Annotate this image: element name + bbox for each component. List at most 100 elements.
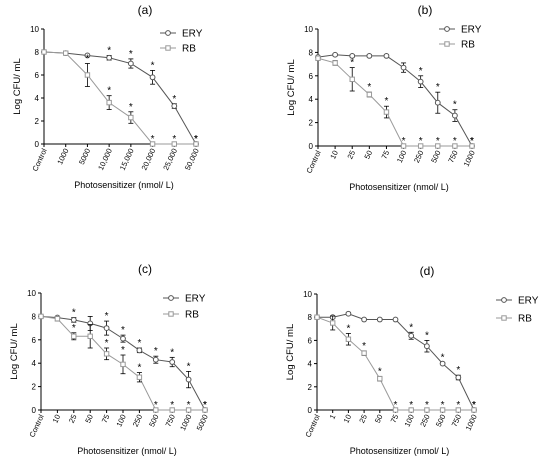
- x-tick-label: 250: [131, 413, 144, 428]
- legend-marker-ery: [501, 297, 507, 303]
- x-tick-label: 5000: [195, 413, 210, 432]
- significance-star: *: [472, 400, 476, 411]
- data-point-rb: [63, 50, 69, 56]
- x-axis-title: Photosensitizer (nmol/ L): [74, 180, 174, 190]
- data-point-ery: [70, 317, 77, 323]
- y-tick-label: 4: [308, 360, 313, 369]
- panel-label: (b): [418, 3, 433, 17]
- series-rb: * * * * * * * *: [315, 55, 475, 149]
- significance-star: *: [362, 341, 366, 352]
- x-tick-label: 500: [147, 413, 160, 428]
- significance-star: *: [105, 311, 109, 322]
- x-tick-label: 1000: [462, 149, 477, 168]
- panel-label: (a): [138, 3, 153, 17]
- y-tick-label: 0: [308, 406, 313, 415]
- data-point-ery: [120, 335, 126, 342]
- y-tick-label: 2: [35, 117, 40, 126]
- y-tick-label: 2: [308, 383, 313, 392]
- significance-star: *: [129, 102, 133, 113]
- y-axis-title: Log CFU/ mL: [285, 324, 296, 381]
- series-line: [317, 54, 473, 147]
- y-tick-label: 4: [309, 95, 314, 104]
- significance-star: *: [187, 361, 191, 372]
- data-point-rb: [315, 55, 321, 61]
- significance-star: *: [425, 330, 429, 341]
- legend-item-ery: ERY: [160, 29, 203, 40]
- x-tick-label: 10: [328, 149, 340, 160]
- y-axis-title: Log CFU/ mL: [9, 323, 20, 380]
- significance-star: *: [85, 54, 89, 65]
- significance-star: *: [441, 400, 445, 411]
- x-tick-label: 75: [389, 413, 401, 424]
- data-point-ery: [383, 53, 390, 59]
- significance-star: *: [402, 136, 406, 147]
- data-point-ery: [332, 51, 339, 58]
- x-tick-label: 500: [429, 149, 442, 164]
- y-axis-title: Log CFU/ mL: [12, 58, 23, 115]
- data-point-ery: [149, 74, 156, 81]
- x-tick-label: 50: [83, 413, 95, 424]
- legend-marker-rb: [444, 41, 450, 47]
- legend-item-rb: RB: [160, 44, 196, 55]
- y-tick-label: 2: [32, 383, 37, 392]
- significance-star: *: [170, 347, 174, 358]
- x-tick-label: 75: [380, 149, 392, 160]
- data-point-rb: [349, 76, 355, 83]
- legend-label: RB: [461, 40, 475, 51]
- data-point-rb: [383, 109, 390, 115]
- legend-marker-ery: [165, 30, 171, 36]
- y-axis-title: Log CFU/ mL: [286, 59, 297, 116]
- y-tick-label: 10: [304, 25, 313, 34]
- y-tick-label: 6: [309, 72, 314, 81]
- legend-label: ERY: [182, 29, 203, 40]
- x-tick-label: 1000: [464, 413, 479, 432]
- legend-item-ery: ERY: [163, 294, 206, 305]
- data-point-rb: [106, 99, 112, 106]
- legend-label: ERY: [185, 294, 206, 305]
- significance-star: *: [378, 366, 382, 377]
- significance-star: *: [384, 96, 388, 107]
- significance-star: *: [453, 100, 457, 111]
- legend-item-rb: RB: [163, 310, 199, 321]
- significance-star: *: [137, 338, 141, 349]
- significance-star: *: [107, 86, 111, 97]
- significance-star: *: [409, 400, 413, 411]
- data-point-rb: [455, 407, 462, 413]
- significance-star: *: [203, 400, 207, 411]
- x-tick-label: 10: [51, 413, 63, 424]
- series-line: [317, 57, 472, 147]
- data-point-ery: [169, 359, 176, 365]
- data-point-rb: [185, 407, 192, 413]
- x-tick-label: 25: [345, 149, 357, 160]
- significance-star: *: [154, 346, 158, 357]
- data-point-ery: [434, 99, 441, 106]
- x-tick-label: 15,000: [118, 147, 136, 172]
- chart-panel-2: (c) 0 2 4 6 8 10 Control 10 25 50 75 100 250 500 750 100…: [9, 262, 210, 456]
- data-point-rb: [149, 141, 156, 147]
- data-point-rb: [345, 336, 352, 342]
- data-point-ery: [400, 64, 407, 71]
- data-point-ery: [408, 332, 415, 339]
- significance-star: *: [187, 400, 191, 411]
- series-line: [317, 313, 475, 411]
- data-point-rb: [136, 374, 143, 380]
- x-tick-label: 25: [67, 413, 79, 424]
- significance-star: *: [367, 82, 371, 93]
- significance-star: *: [456, 400, 460, 411]
- significance-star: *: [151, 134, 155, 145]
- data-point-rb: [38, 313, 44, 320]
- data-point-rb: [424, 407, 430, 413]
- significance-star: *: [436, 136, 440, 147]
- significance-star: *: [203, 400, 207, 411]
- legend-label: RB: [185, 310, 199, 321]
- significance-star: *: [72, 323, 76, 334]
- significance-star: *: [453, 136, 457, 147]
- legend-label: RB: [182, 44, 196, 55]
- series-ery: * * * * *: [41, 45, 199, 147]
- series-line: [316, 316, 474, 411]
- data-point-ery: [439, 360, 446, 367]
- x-tick-label: 750: [450, 413, 463, 428]
- data-point-ery: [451, 112, 458, 119]
- data-point-ery: [171, 103, 178, 109]
- significance-star: *: [129, 49, 133, 60]
